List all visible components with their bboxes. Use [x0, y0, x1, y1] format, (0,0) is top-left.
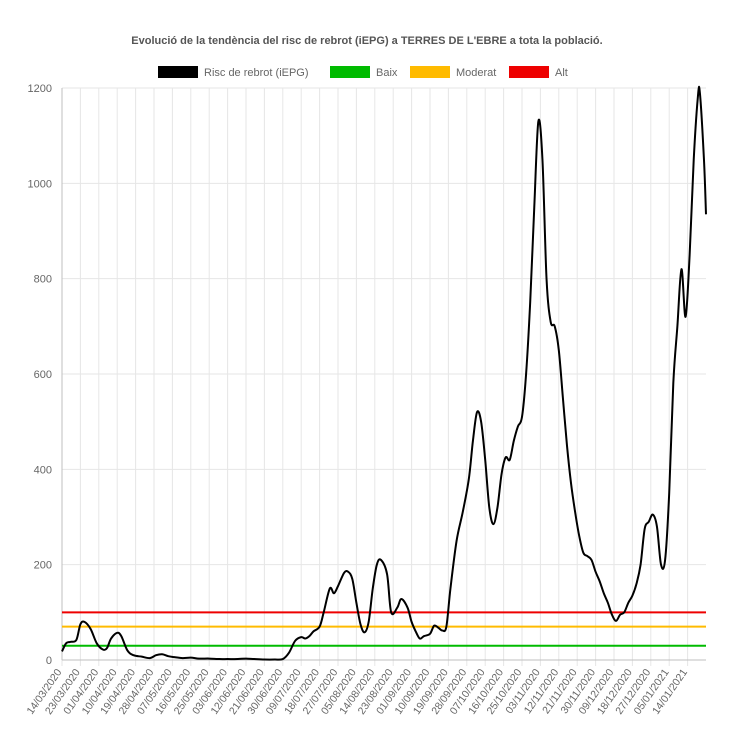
- legend-swatch-0: [158, 66, 198, 78]
- axes: [61, 88, 706, 661]
- threshold-lines: [62, 611, 706, 647]
- y-tick-label-3: 600: [34, 369, 52, 381]
- y-axis-ticks: 0 200 400 600 800 1000 1200: [28, 83, 52, 667]
- legend-label-2: Moderat: [456, 67, 496, 79]
- y-tick-label-4: 800: [34, 274, 52, 286]
- legend: Risc de rebrot (iEPG) Baix Moderat Alt: [158, 66, 568, 79]
- y-tick-label-5: 1000: [28, 178, 52, 190]
- y-tick-label-2: 400: [34, 464, 52, 476]
- legend-swatch-3: [509, 66, 549, 78]
- legend-label-1: Baix: [376, 67, 398, 79]
- legend-swatch-1: [330, 66, 370, 78]
- grid: [61, 87, 706, 666]
- chart-title: Evolució de la tendència del risc de reb…: [131, 35, 602, 47]
- y-tick-label-1: 200: [34, 560, 52, 572]
- legend-label-3: Alt: [555, 67, 568, 79]
- legend-label-0: Risc de rebrot (iEPG): [204, 67, 309, 79]
- series-group: [61, 85, 707, 661]
- legend-swatch-2: [410, 66, 450, 78]
- x-axis-ticks: 14/03/202023/03/202001/04/202010/04/2020…: [24, 667, 690, 717]
- y-tick-label-0: 0: [46, 655, 52, 667]
- series-line-0: [61, 85, 707, 661]
- y-tick-label-6: 1200: [28, 83, 52, 95]
